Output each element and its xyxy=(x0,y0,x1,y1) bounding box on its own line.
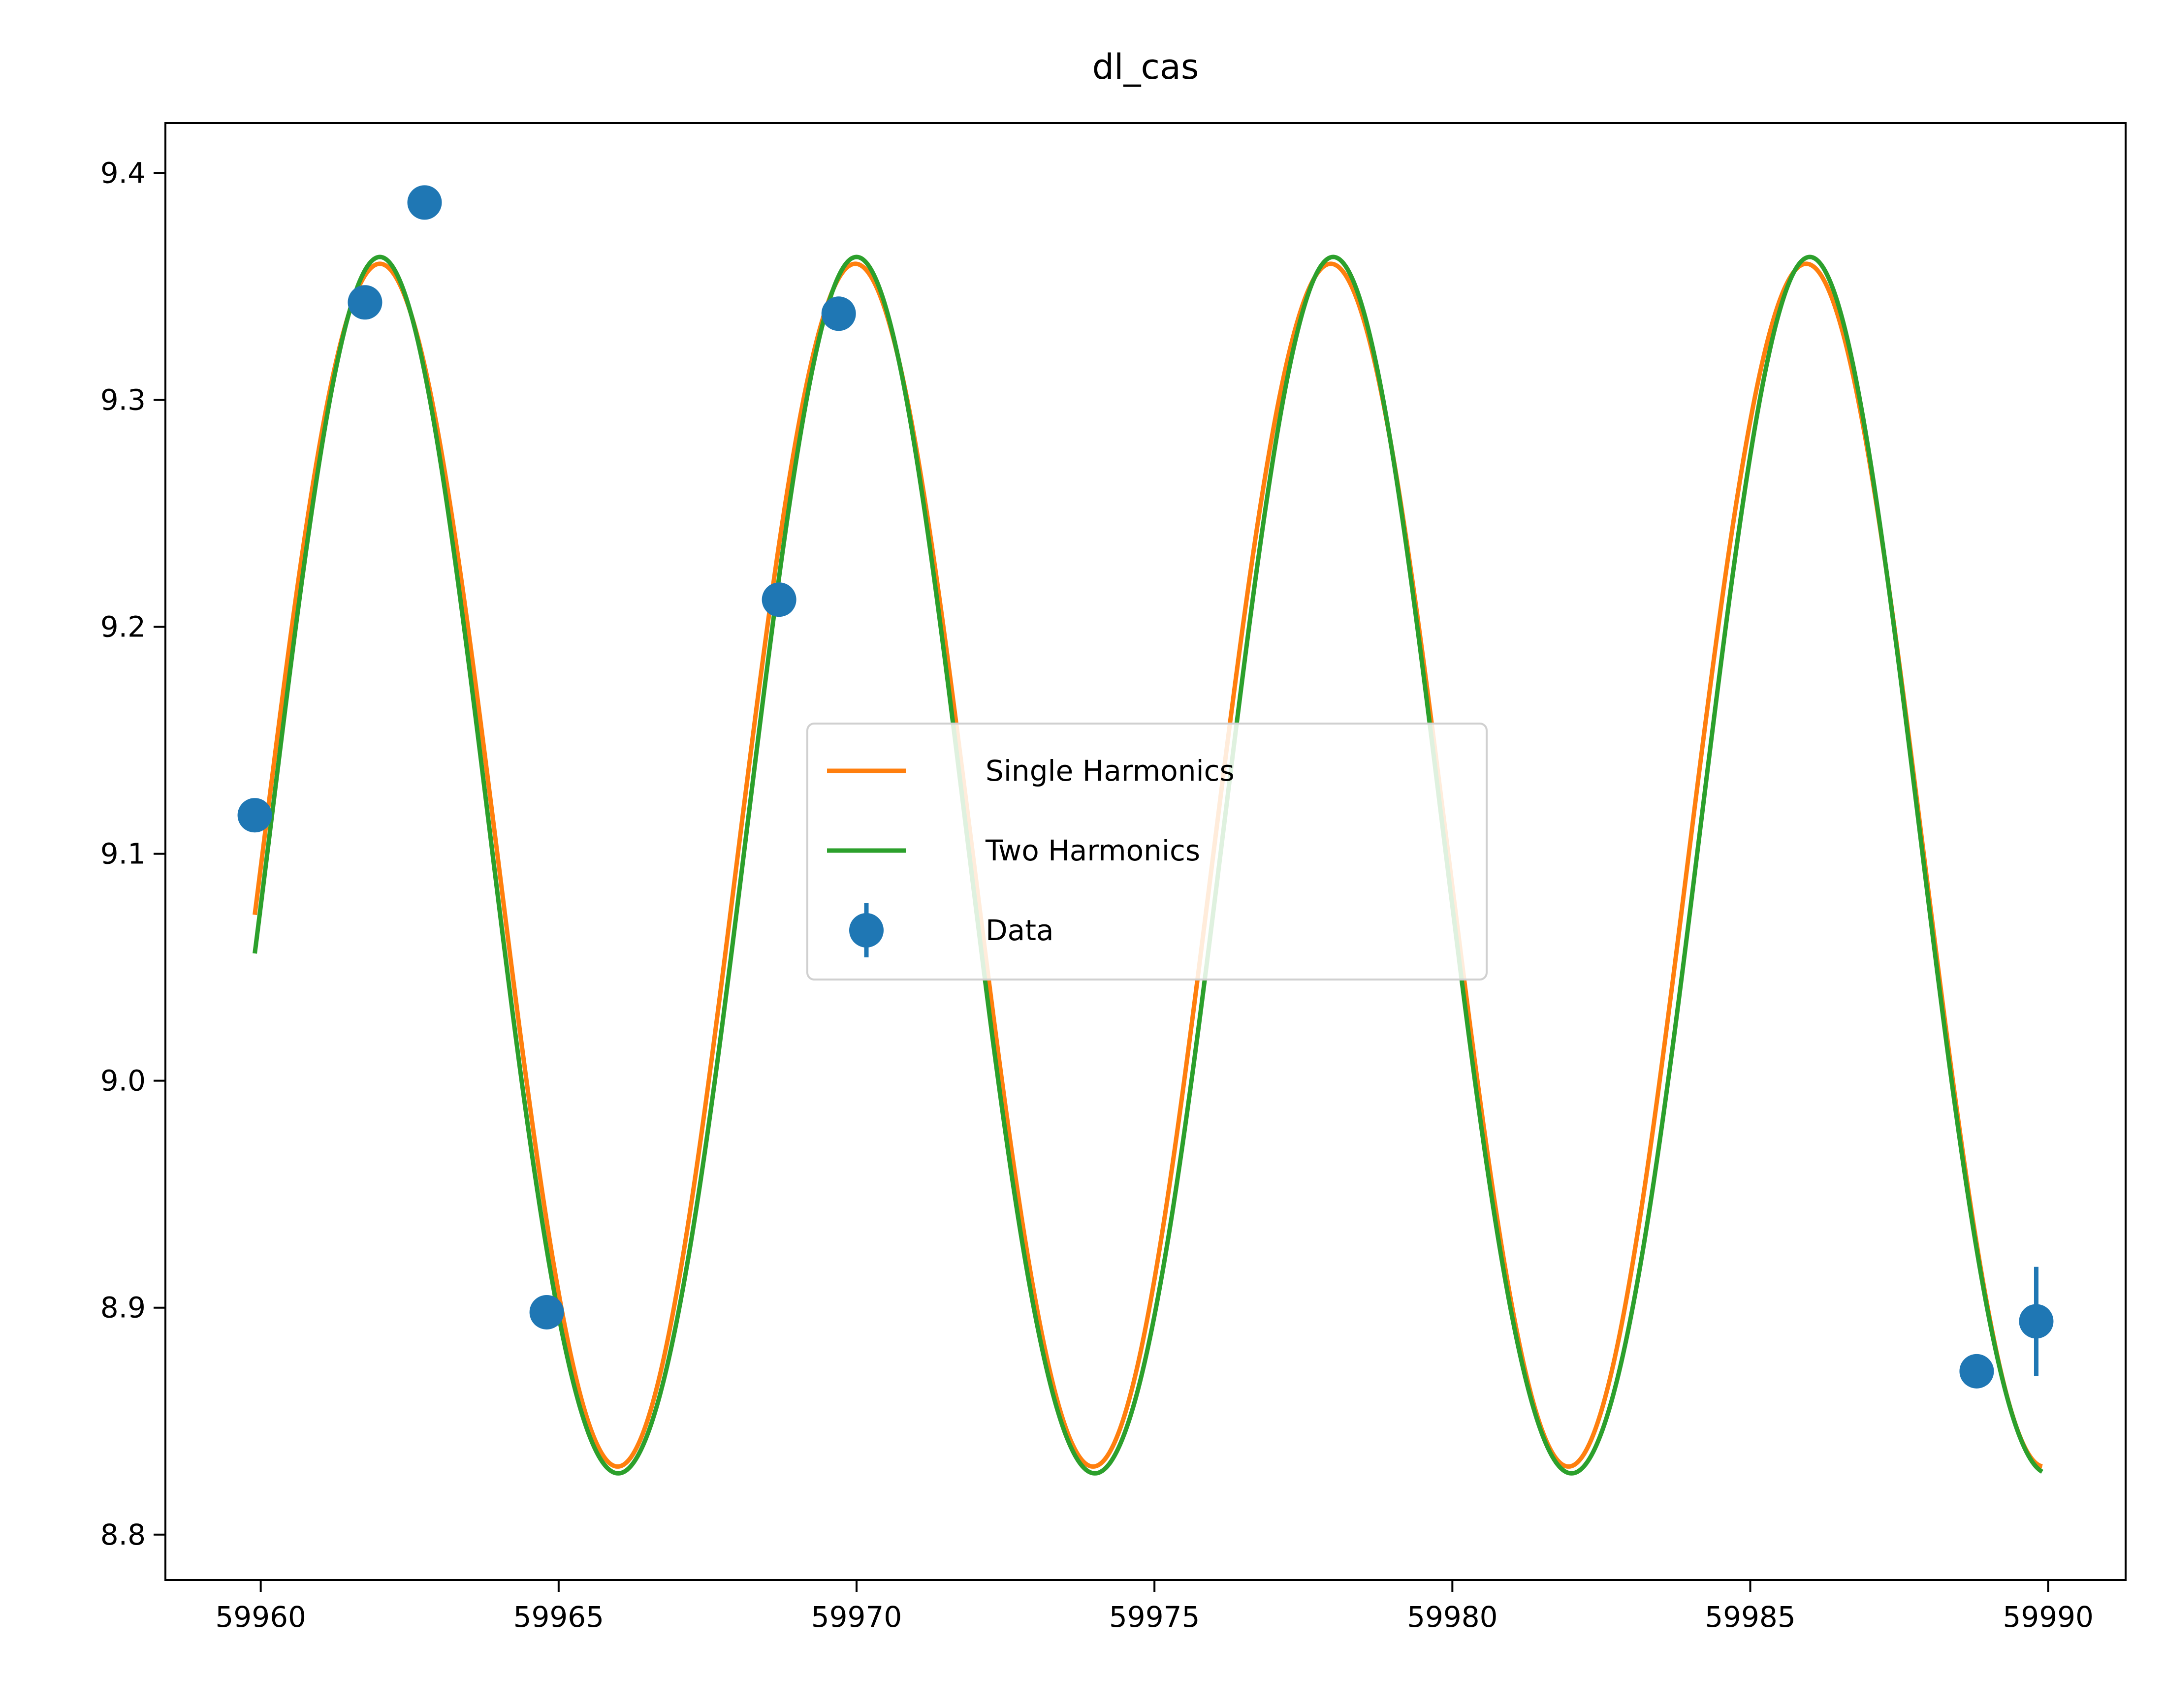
x-tick-label: 59965 xyxy=(513,1600,605,1634)
data-point xyxy=(529,1295,564,1329)
data-point xyxy=(1959,1354,1994,1389)
data-point xyxy=(407,185,442,220)
x-tick-label: 59970 xyxy=(811,1600,902,1634)
legend-label-2: Data xyxy=(986,914,1054,947)
chart-title: dl_cas xyxy=(1092,47,1199,87)
y-axis: 8.8 8.9 9.0 9.1 9.2 9.3 9.4 xyxy=(100,156,165,1551)
series-line-0 xyxy=(253,261,2043,1469)
x-axis: 59960 59965 59970 59975 59980 59985 59990 xyxy=(215,1580,2094,1634)
y-tick-label: 8.8 xyxy=(100,1518,146,1551)
axes-frame xyxy=(164,122,2127,1581)
data-point xyxy=(821,296,856,331)
y-tick-label: 9.2 xyxy=(100,610,146,644)
x-tick-label: 59990 xyxy=(2003,1600,2094,1634)
y-tick-label: 9.4 xyxy=(100,156,146,190)
x-tick-label: 59960 xyxy=(215,1600,306,1634)
series-layer xyxy=(237,185,2054,1476)
y-tick-label: 9.1 xyxy=(100,837,146,871)
y-tick-label: 9.3 xyxy=(100,383,146,416)
y-tick-label: 8.9 xyxy=(100,1291,146,1325)
data-point xyxy=(237,798,272,833)
x-tick-label: 59985 xyxy=(1705,1600,1796,1634)
data-point xyxy=(348,285,382,320)
x-tick-label: 59980 xyxy=(1407,1600,1498,1634)
legend: Single Harmonics Two Harmonics Data xyxy=(806,723,1488,981)
data-point xyxy=(762,582,796,617)
legend-label-1: Two Harmonics xyxy=(985,834,1200,867)
y-tick-label: 9.0 xyxy=(100,1064,146,1098)
series-line-1 xyxy=(253,254,2043,1476)
legend-label-0: Single Harmonics xyxy=(986,754,1235,788)
legend-swatch-2 xyxy=(849,913,884,948)
legend-box xyxy=(806,723,1488,981)
data-point xyxy=(2019,1304,2054,1339)
x-tick-label: 59975 xyxy=(1109,1600,1200,1634)
